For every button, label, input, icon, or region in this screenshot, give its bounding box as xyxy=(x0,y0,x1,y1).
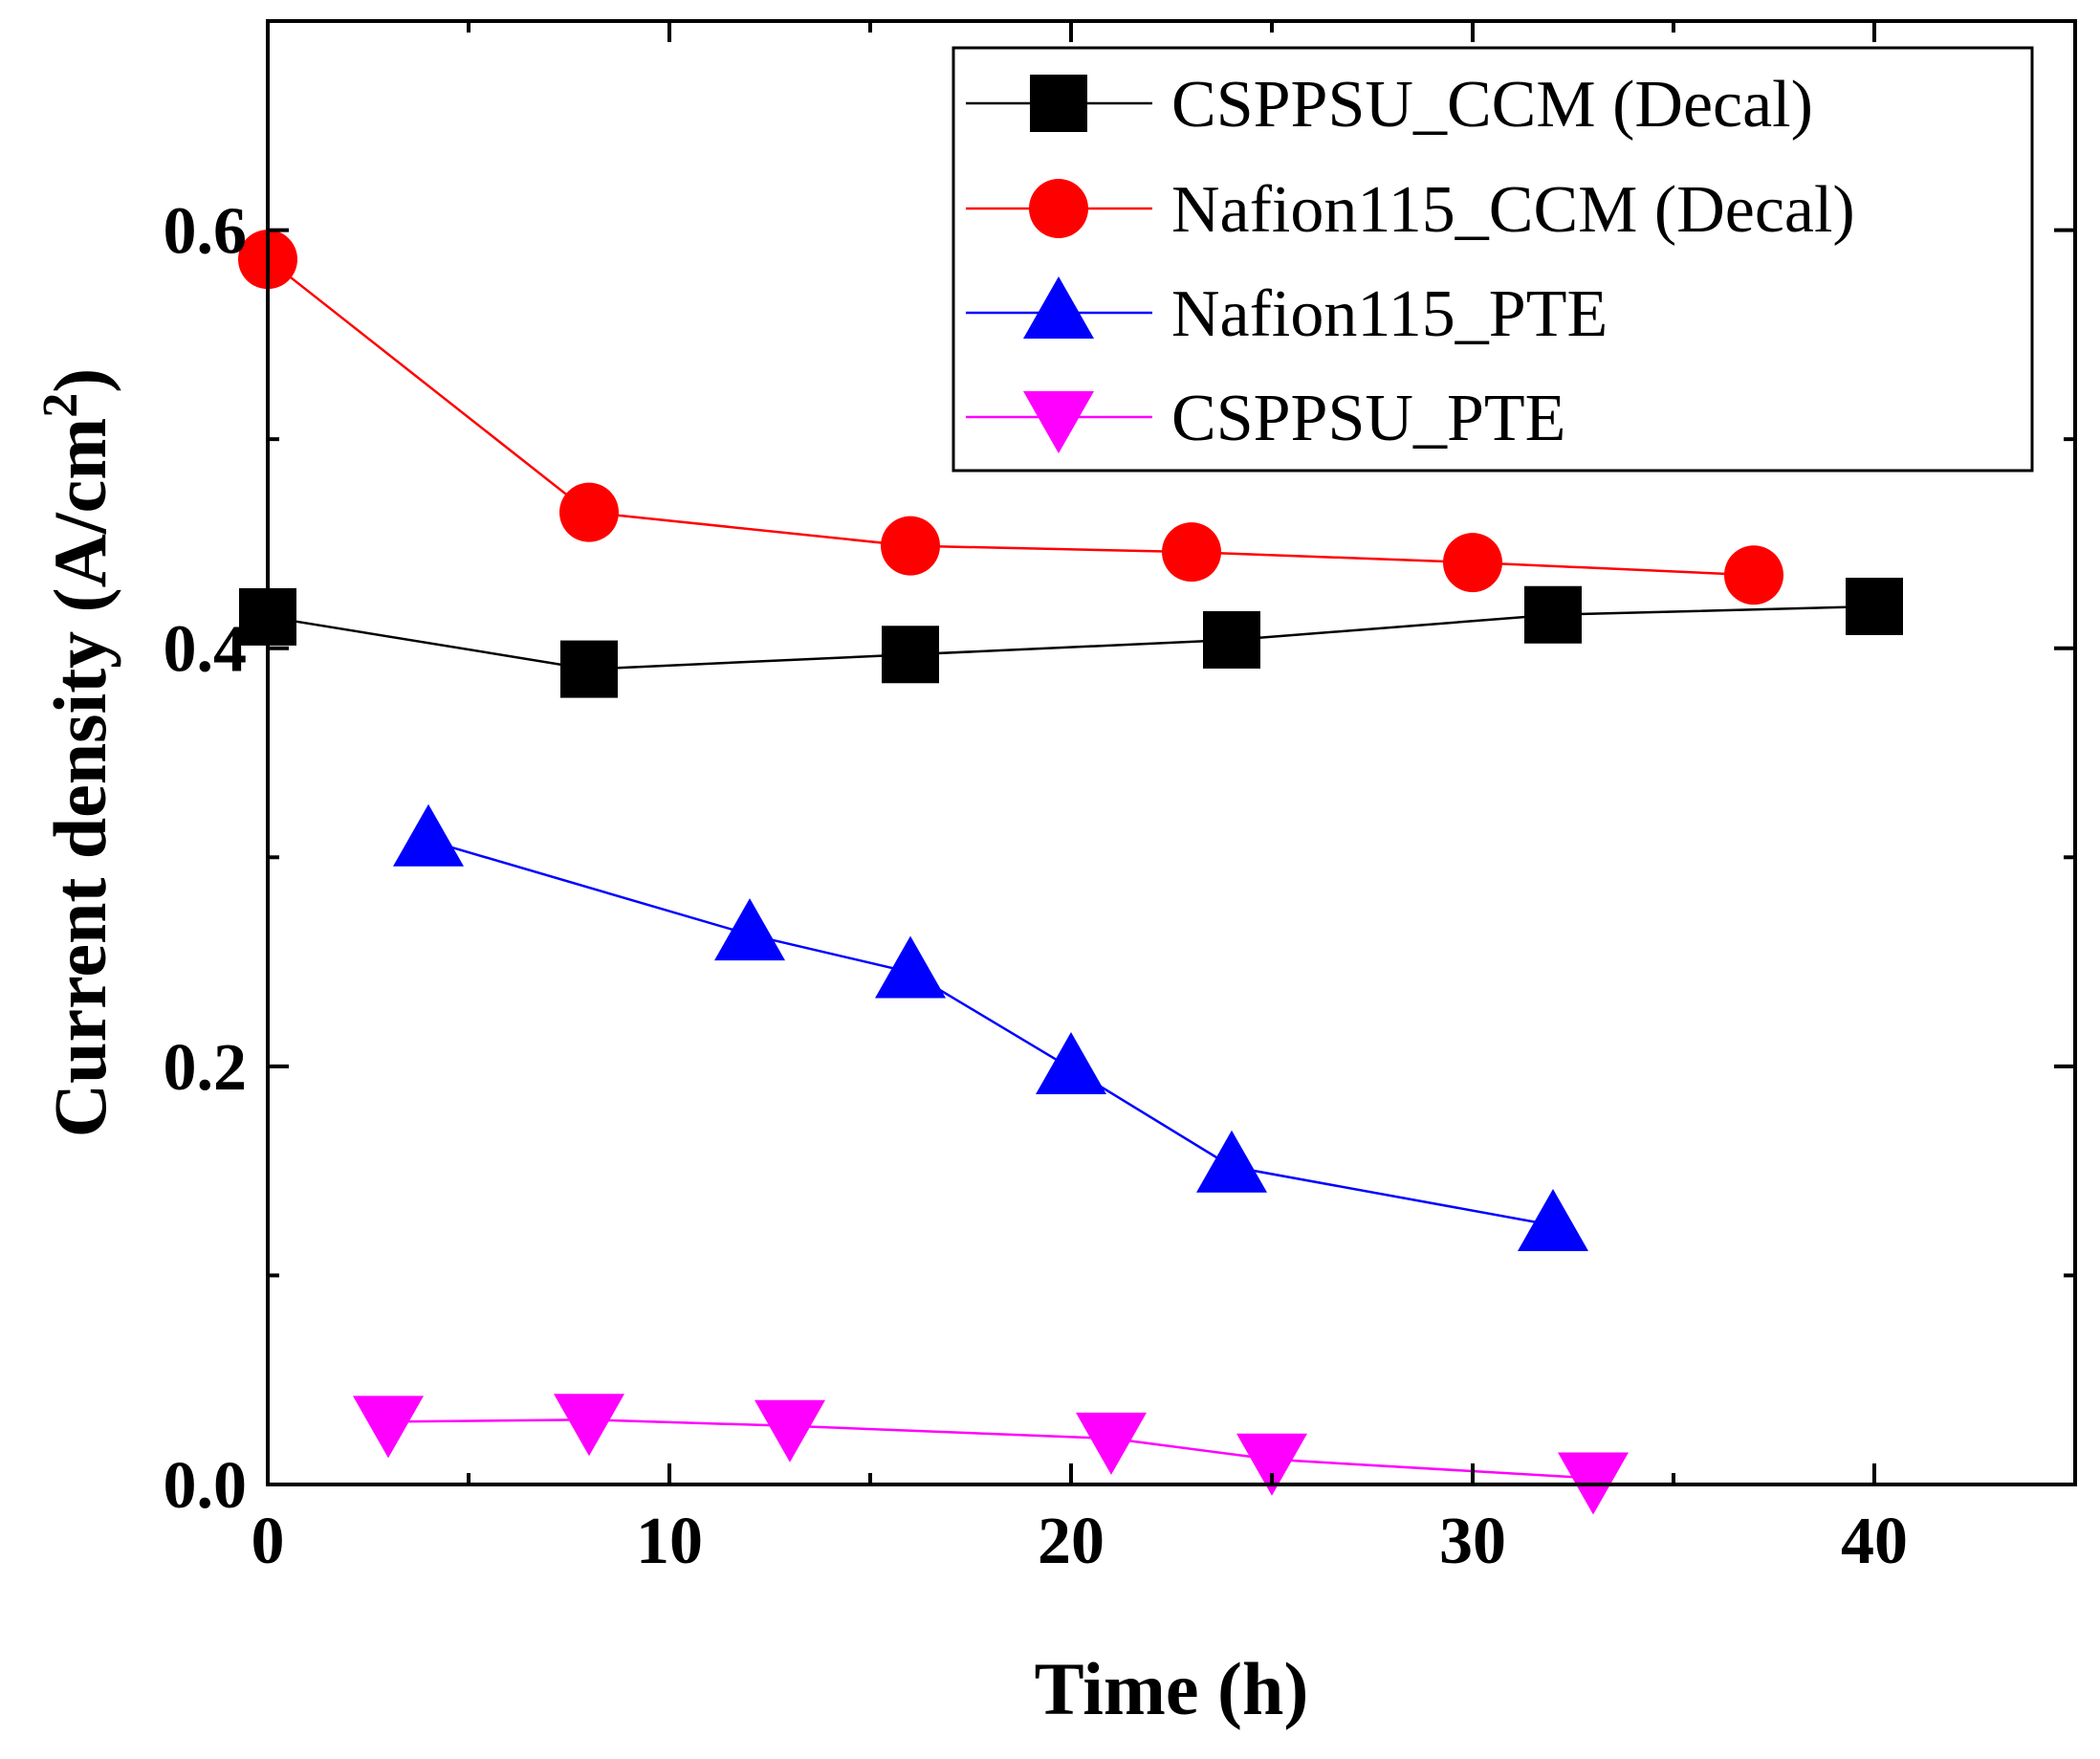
y-tick-label: 0.6 xyxy=(164,195,248,269)
legend-marker xyxy=(1023,391,1094,453)
x-tick-label: 0 xyxy=(252,1505,285,1578)
legend-label: Nafion115_CCM (Decal) xyxy=(1171,173,1855,247)
legend-items: CSPPSU_CCM (Decal) Nafion115_CCM (Decal) N… xyxy=(966,68,1855,455)
y-tick-label: 0.2 xyxy=(164,1031,248,1105)
data-point xyxy=(1846,578,1903,635)
legend-marker xyxy=(1023,276,1094,339)
data-point xyxy=(1236,1433,1307,1496)
data-point xyxy=(755,1399,825,1462)
data-point xyxy=(393,803,464,867)
data-point xyxy=(881,516,940,576)
plot-frame xyxy=(266,19,2077,1486)
data-point xyxy=(1036,1032,1106,1095)
data-point xyxy=(560,640,618,698)
series-line xyxy=(387,1418,1594,1480)
series-line xyxy=(267,258,1755,577)
legend-label: CSPPSU_PTE xyxy=(1171,382,1565,455)
data-point xyxy=(1203,610,1260,669)
series-3 xyxy=(353,1394,1629,1515)
data-point xyxy=(1518,1188,1588,1251)
data-point xyxy=(1076,1412,1147,1475)
legend-marker xyxy=(1030,75,1087,132)
data-point xyxy=(1524,585,1582,644)
y-axis-title-main: Current density (A/cm xyxy=(38,418,121,1137)
data-point xyxy=(559,482,619,542)
legend-entry-0: CSPPSU_CCM (Decal) xyxy=(966,68,1813,142)
legend-label: CSPPSU_CCM (Decal) xyxy=(1171,68,1813,142)
legend-box xyxy=(952,46,2034,473)
data-point xyxy=(554,1394,624,1457)
y-axis-title-superscript: 2 xyxy=(33,393,88,418)
data-point xyxy=(1443,533,1502,593)
x-axis-title: Time (h) xyxy=(1035,1647,1309,1730)
series-line xyxy=(427,839,1554,1227)
data-point xyxy=(353,1396,424,1459)
x-tick-label: 30 xyxy=(1439,1505,1506,1578)
data-point xyxy=(1724,545,1783,605)
series-2 xyxy=(393,803,1588,1251)
data-point xyxy=(1196,1130,1267,1193)
y-axis-title: Current density (A/cm2) xyxy=(33,368,121,1137)
x-tick-label: 40 xyxy=(1841,1505,1908,1578)
x-tick-label: 20 xyxy=(1038,1505,1105,1578)
legend-label: Nafion115_PTE xyxy=(1171,277,1608,351)
y-axis-title-tail: ) xyxy=(38,368,121,393)
legend-marker xyxy=(1029,179,1088,238)
legend-entry-3: CSPPSU_PTE xyxy=(966,382,1565,455)
legend-entry-1: Nafion115_CCM (Decal) xyxy=(966,173,1855,247)
data-point xyxy=(882,626,939,684)
y-tick-label: 0.4 xyxy=(164,613,248,687)
axes-layer: 0 10 20 30 40 0.0 0.2 0.4 0.6 xyxy=(164,21,2077,1578)
data-point xyxy=(875,935,946,999)
x-tick-label: 10 xyxy=(636,1505,703,1578)
legend: CSPPSU_CCM (Decal) Nafion115_CCM (Decal) N… xyxy=(952,46,2034,473)
data-point xyxy=(1162,522,1221,583)
y-tick-label: 0.0 xyxy=(164,1449,248,1523)
legend-entry-2: Nafion115_PTE xyxy=(966,276,1608,351)
series-line xyxy=(267,605,1875,671)
data-point xyxy=(714,898,785,961)
